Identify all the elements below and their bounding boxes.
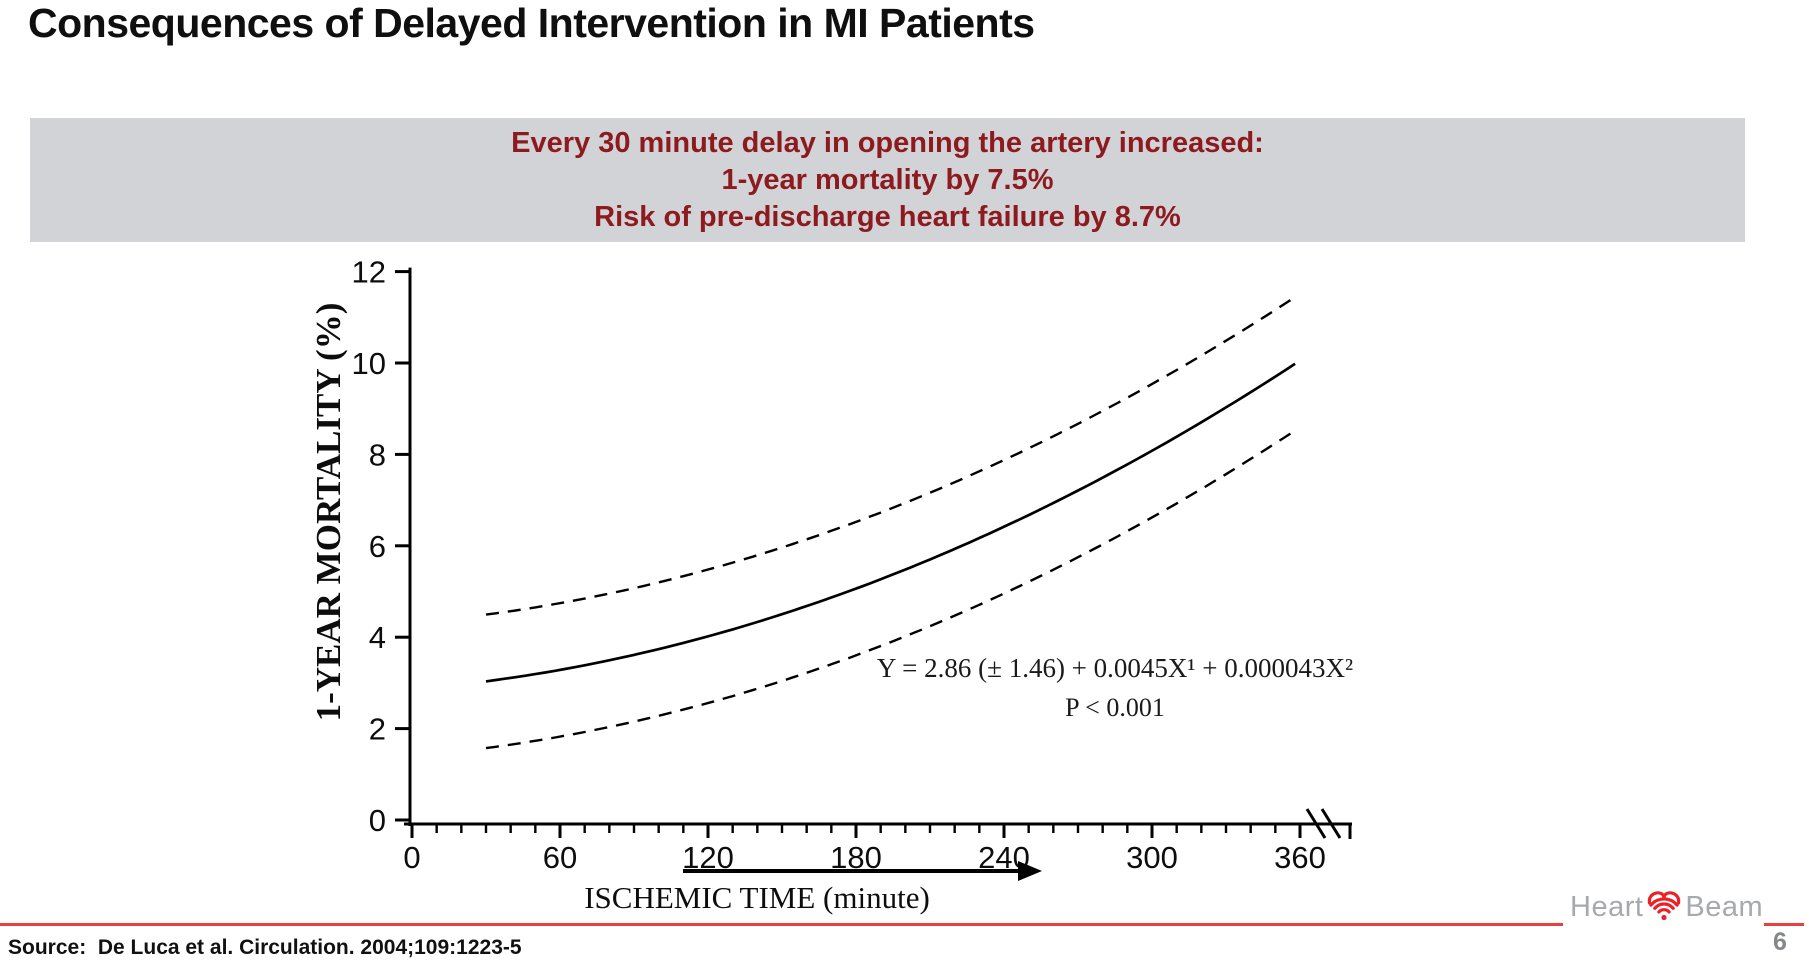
p-value: P < 0.001 <box>1065 693 1165 722</box>
banner-line-3: Risk of pre-discharge heart failure by 8… <box>594 200 1181 233</box>
page-number: 6 <box>1773 928 1787 956</box>
x-tick-label: 0 <box>403 840 420 875</box>
logo-text-beam: Beam <box>1685 890 1764 923</box>
y-tick-label: 2 <box>369 712 386 747</box>
x-tick-label: 360 <box>1274 840 1326 875</box>
x-tick-label: 300 <box>1126 840 1178 875</box>
time-arrow-head <box>1018 861 1042 881</box>
heartbeam-logo: Heart Beam <box>1570 884 1763 930</box>
logo-text-heart: Heart <box>1570 890 1644 923</box>
key-message-banner: Every 30 minute delay in opening the art… <box>30 118 1745 242</box>
regression-equation: Y = 2.86 (± 1.46) + 0.0045X¹ + 0.000043X… <box>876 653 1354 683</box>
mean-mortality-curve <box>485 362 1296 683</box>
y-tick-label: 12 <box>352 255 386 290</box>
y-tick-label: 0 <box>369 803 386 838</box>
page-title: Consequences of Delayed Intervention in … <box>28 0 1035 46</box>
y-axis-title: 1-YEAR MORTALITY (%) <box>309 303 348 722</box>
y-tick-label: 4 <box>369 620 386 655</box>
heart-waves-icon <box>1648 891 1681 921</box>
y-tick-label: 10 <box>352 346 386 381</box>
regression-annotation: Y = 2.86 (± 1.46) + 0.0045X¹ + 0.000043X… <box>855 653 1375 723</box>
axis-break-mark <box>1305 808 1327 839</box>
banner-line-1: Every 30 minute delay in opening the art… <box>511 126 1264 159</box>
source-citation: Source: De Luca et al. Circulation. 2004… <box>8 936 522 959</box>
y-tick-label: 6 <box>369 529 386 564</box>
y-tick-label: 8 <box>369 437 386 472</box>
upper-ci-curve <box>485 296 1296 616</box>
footer-divider-right <box>1764 923 1804 926</box>
x-axis-title: ISCHEMIC TIME (minute) <box>584 880 930 915</box>
axis-break-mark <box>1320 808 1342 839</box>
x-tick-label: 60 <box>543 840 577 875</box>
footer-divider-left <box>0 923 1563 926</box>
banner-line-2: 1-year mortality by 7.5% <box>721 163 1054 196</box>
lower-ci-curve <box>485 429 1296 750</box>
